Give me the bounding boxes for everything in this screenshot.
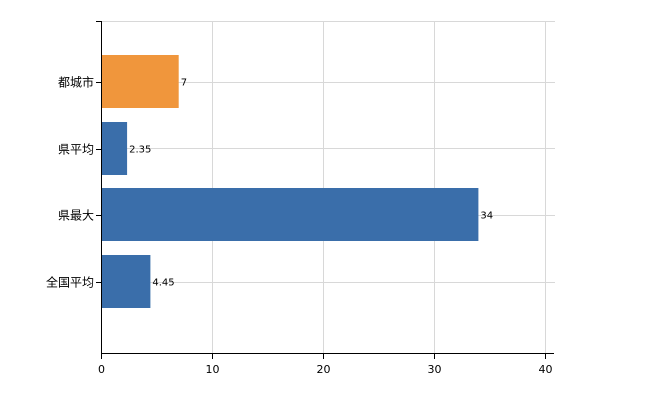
category-label-0: 都城市 (58, 75, 94, 90)
axes (96, 21, 554, 359)
data-label-2: 34 (480, 211, 493, 222)
x-tick-label-10: 10 (206, 363, 220, 376)
x-tick-label-30: 30 (428, 363, 442, 376)
data-label-3: 4.45 (152, 278, 174, 289)
labels: 7 都城市 2.35 県平均 34 県最大 4.45 全国平均 0 10 20 30 40 (46, 75, 553, 377)
bar-0 (101, 55, 179, 108)
bar-3 (101, 255, 151, 308)
x-tick-label-20: 20 (317, 363, 331, 376)
bar-2 (101, 188, 479, 241)
data-label-1: 2.35 (129, 145, 151, 156)
bars (101, 55, 479, 308)
data-label-0: 7 (181, 78, 187, 89)
x-tick-label-40: 40 (539, 363, 553, 376)
category-label-1: 県平均 (58, 143, 94, 157)
category-label-2: 県最大 (58, 209, 94, 223)
category-label-3: 全国平均 (46, 275, 94, 290)
bar-1 (101, 122, 128, 175)
x-tick-label-0: 0 (98, 363, 105, 376)
